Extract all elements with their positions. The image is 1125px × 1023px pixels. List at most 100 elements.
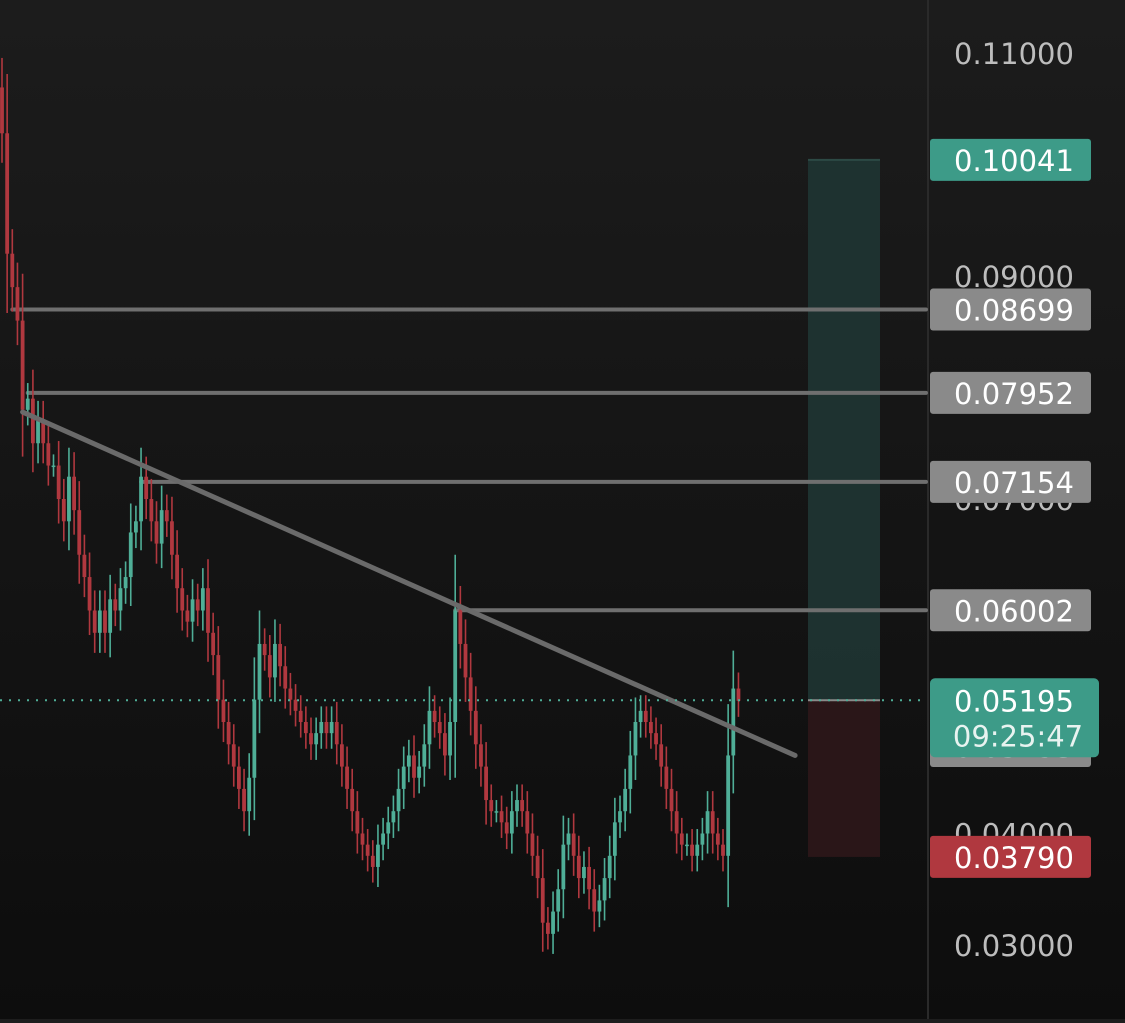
candle-body xyxy=(618,811,622,823)
level-badge-1-bg xyxy=(930,371,1091,414)
candle-body xyxy=(458,610,463,644)
candle-body xyxy=(381,833,385,845)
candle-body xyxy=(61,499,66,522)
candle-body xyxy=(705,811,710,834)
candle-body xyxy=(659,744,664,767)
candle-body xyxy=(67,476,71,522)
candle-body xyxy=(195,599,200,611)
candle-body xyxy=(92,610,97,633)
candle-body xyxy=(540,878,545,923)
candle-body xyxy=(278,643,282,667)
descending-trendline xyxy=(20,409,798,758)
candle-body xyxy=(679,833,684,845)
level-badge-3-label: 0.06002 xyxy=(954,594,1074,628)
candle-body xyxy=(180,588,185,611)
candle-body xyxy=(175,554,179,589)
level-badge-0-label: 0.08699 xyxy=(954,294,1074,328)
candle-body xyxy=(185,610,190,622)
candle-body xyxy=(515,800,519,812)
candle-body xyxy=(499,811,504,823)
candle-body xyxy=(453,610,458,722)
candle-body xyxy=(643,710,648,722)
candle-body xyxy=(77,510,82,555)
candle-body xyxy=(664,766,669,789)
candles xyxy=(0,57,741,954)
level-badge-0-bg xyxy=(930,288,1091,331)
candle-body xyxy=(509,811,514,834)
candle-body xyxy=(401,766,406,789)
candle-body xyxy=(633,722,638,756)
trendline[interactable] xyxy=(20,409,798,758)
candle-body xyxy=(695,844,700,856)
target-price-badge-label: 0.10041 xyxy=(954,144,1074,178)
candle-body xyxy=(355,811,360,834)
candle-body xyxy=(463,643,468,678)
candle-body xyxy=(108,599,113,633)
candle-body xyxy=(293,699,298,711)
candle-body xyxy=(448,722,452,756)
candle-body xyxy=(288,688,293,700)
stop-price-badge-bg xyxy=(930,835,1091,878)
candle-body xyxy=(479,744,483,767)
candle-body xyxy=(82,554,87,578)
candle-body xyxy=(628,755,633,789)
candle-body xyxy=(309,733,313,745)
current-price-badge-bg xyxy=(930,678,1099,758)
candle-body xyxy=(252,699,257,778)
candle-body xyxy=(237,766,241,789)
level-badge-3-bg xyxy=(930,589,1091,632)
candle-body xyxy=(412,755,416,778)
candle-body xyxy=(612,822,617,856)
candle-body xyxy=(72,476,76,511)
candle-body xyxy=(226,722,231,745)
candle-body xyxy=(0,87,4,134)
candle-body xyxy=(654,733,658,745)
candle-body xyxy=(5,133,10,254)
candle-body xyxy=(443,733,447,756)
candle-body xyxy=(484,766,488,801)
candle-body xyxy=(134,521,138,533)
candle-body xyxy=(298,710,303,722)
candle-body xyxy=(715,833,720,845)
level-badge-1-label: 0.07952 xyxy=(954,377,1074,411)
candle-body xyxy=(406,755,411,767)
candle-body xyxy=(262,643,267,656)
candle-body xyxy=(216,655,221,700)
candle-body xyxy=(97,610,102,633)
candle-body xyxy=(360,833,365,845)
candle-body xyxy=(674,811,679,834)
candle-body xyxy=(649,722,653,734)
candle-body xyxy=(154,521,159,544)
long-position-tool[interactable] xyxy=(808,158,880,857)
candle-body xyxy=(530,833,535,856)
candle-body xyxy=(556,889,561,912)
axis-tick-label: 0.09000 xyxy=(954,260,1074,294)
candle-body xyxy=(386,822,391,834)
candle-body xyxy=(123,577,128,589)
candle-body xyxy=(128,532,133,578)
candle-countdown-label: 09:25:47 xyxy=(953,719,1083,753)
candle-body xyxy=(535,855,540,879)
stop-price-badge-label: 0.03790 xyxy=(954,841,1074,875)
candle-body xyxy=(370,855,375,867)
candle-body xyxy=(190,599,195,622)
candle-body xyxy=(25,398,30,410)
candle-body xyxy=(350,788,355,812)
position-loss-zone xyxy=(808,700,880,857)
candle-body xyxy=(638,710,643,722)
candle-body xyxy=(334,722,339,745)
candle-body xyxy=(551,911,555,934)
candle-body xyxy=(139,476,143,522)
candle-body xyxy=(221,699,226,722)
candle-body xyxy=(118,588,123,611)
candle-body xyxy=(51,465,56,468)
candle-body xyxy=(726,755,731,856)
candle-body xyxy=(149,499,154,522)
candle-body xyxy=(546,922,550,934)
candle-body xyxy=(319,722,324,734)
candle-body xyxy=(736,688,741,701)
candle-body xyxy=(417,766,422,778)
candle-body xyxy=(690,844,694,856)
